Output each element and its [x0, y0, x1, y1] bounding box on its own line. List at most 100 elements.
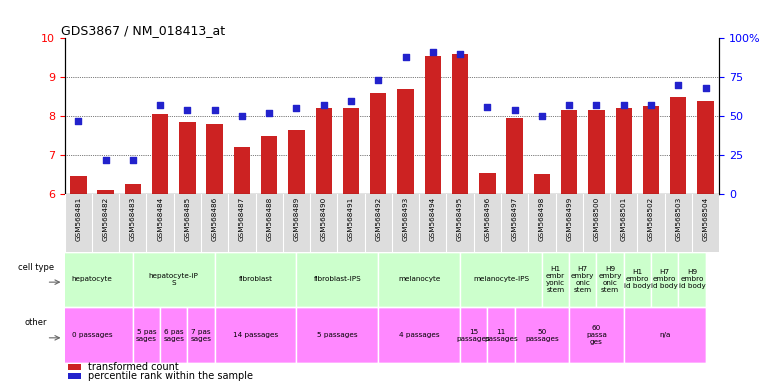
- Text: 50
passages: 50 passages: [525, 329, 559, 341]
- Bar: [670, 97, 686, 194]
- Bar: [487, 307, 514, 363]
- Text: 5 pas
sages: 5 pas sages: [136, 329, 157, 341]
- Text: GSM568488: GSM568488: [266, 197, 272, 241]
- Text: GSM568498: GSM568498: [539, 197, 545, 241]
- Bar: [133, 307, 160, 363]
- Point: [372, 77, 384, 83]
- Bar: [514, 307, 569, 363]
- Bar: [460, 252, 542, 307]
- Bar: [133, 252, 215, 307]
- Point: [72, 118, 84, 124]
- Bar: [51, 252, 133, 307]
- Text: GSM568482: GSM568482: [103, 197, 109, 241]
- Bar: [378, 307, 460, 363]
- Text: cell type: cell type: [18, 263, 53, 271]
- Bar: [68, 373, 81, 379]
- Bar: [378, 252, 460, 307]
- Text: 4 passages: 4 passages: [399, 332, 440, 338]
- Text: fibroblast-IPS: fibroblast-IPS: [314, 276, 361, 282]
- Text: 6 pas
sages: 6 pas sages: [164, 329, 184, 341]
- Text: 0 passages: 0 passages: [72, 332, 113, 338]
- Bar: [206, 124, 223, 194]
- Text: H1
embro
id body: H1 embro id body: [624, 269, 651, 290]
- Point: [699, 85, 712, 91]
- Bar: [542, 252, 569, 307]
- Bar: [234, 147, 250, 194]
- Bar: [70, 176, 87, 194]
- Text: GSM568503: GSM568503: [675, 197, 681, 241]
- Bar: [569, 307, 624, 363]
- Text: GSM568490: GSM568490: [320, 197, 326, 241]
- Text: GSM568500: GSM568500: [594, 197, 600, 241]
- Text: n/a: n/a: [659, 332, 670, 338]
- Text: GSM568496: GSM568496: [484, 197, 490, 241]
- Bar: [507, 118, 523, 194]
- Bar: [624, 307, 705, 363]
- Text: 15
passages: 15 passages: [457, 329, 491, 341]
- Bar: [624, 252, 651, 307]
- Bar: [597, 252, 624, 307]
- Point: [618, 102, 630, 108]
- Text: GSM568495: GSM568495: [457, 197, 463, 241]
- Point: [345, 98, 357, 104]
- Point: [181, 107, 193, 113]
- Point: [236, 113, 248, 119]
- Point: [317, 102, 330, 108]
- Point: [508, 107, 521, 113]
- Text: hepatocyte-iP
S: hepatocyte-iP S: [149, 273, 199, 286]
- Text: GSM568493: GSM568493: [403, 197, 409, 241]
- Text: GSM568486: GSM568486: [212, 197, 218, 241]
- Bar: [588, 110, 605, 194]
- Bar: [651, 252, 678, 307]
- Text: GSM568483: GSM568483: [130, 197, 136, 241]
- Text: 5 passages: 5 passages: [317, 332, 358, 338]
- Bar: [370, 93, 387, 194]
- Bar: [316, 108, 332, 194]
- Point: [645, 102, 657, 108]
- Text: H1
embr
yonic
stem: H1 embr yonic stem: [546, 266, 565, 293]
- Bar: [261, 136, 277, 194]
- Text: H9
embro
id body: H9 embro id body: [679, 269, 705, 290]
- Bar: [533, 174, 550, 194]
- Text: GSM568499: GSM568499: [566, 197, 572, 241]
- Text: GSM568494: GSM568494: [430, 197, 436, 241]
- Bar: [125, 184, 141, 194]
- Bar: [425, 56, 441, 194]
- Bar: [569, 252, 597, 307]
- Text: 7 pas
sages: 7 pas sages: [190, 329, 212, 341]
- Point: [291, 105, 303, 111]
- Text: H9
embry
onic
stem: H9 embry onic stem: [598, 266, 622, 293]
- Bar: [215, 307, 297, 363]
- Bar: [97, 190, 114, 194]
- Text: GSM568501: GSM568501: [621, 197, 627, 241]
- Point: [536, 113, 548, 119]
- Text: GSM568481: GSM568481: [75, 197, 81, 241]
- Bar: [215, 252, 297, 307]
- Bar: [51, 307, 133, 363]
- Point: [209, 107, 221, 113]
- Bar: [288, 130, 304, 194]
- Point: [400, 54, 412, 60]
- Text: 11
passages: 11 passages: [484, 329, 518, 341]
- Point: [263, 110, 275, 116]
- Text: GSM568492: GSM568492: [375, 197, 381, 241]
- Text: transformed count: transformed count: [88, 362, 179, 372]
- Bar: [452, 54, 468, 194]
- Text: GSM568489: GSM568489: [294, 197, 300, 241]
- Bar: [479, 172, 495, 194]
- Text: melanocyte: melanocyte: [398, 276, 441, 282]
- Point: [563, 102, 575, 108]
- Text: 14 passages: 14 passages: [233, 332, 279, 338]
- Bar: [152, 114, 168, 194]
- Text: percentile rank within the sample: percentile rank within the sample: [88, 371, 253, 381]
- Text: GSM568485: GSM568485: [184, 197, 190, 241]
- Point: [672, 82, 684, 88]
- Text: GSM568502: GSM568502: [648, 197, 654, 241]
- Bar: [180, 122, 196, 194]
- Bar: [187, 307, 215, 363]
- Text: GSM568504: GSM568504: [702, 197, 708, 241]
- Bar: [460, 307, 487, 363]
- Point: [454, 51, 466, 57]
- Bar: [343, 108, 359, 194]
- Bar: [297, 307, 378, 363]
